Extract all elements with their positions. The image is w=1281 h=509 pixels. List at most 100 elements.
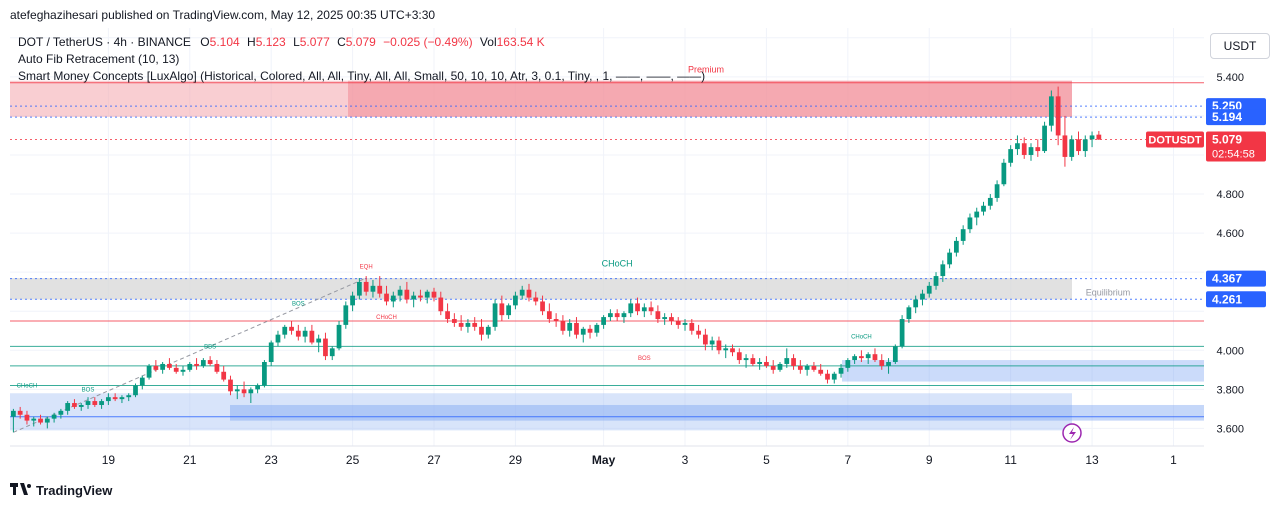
candle: [730, 344, 735, 357]
candle: [262, 360, 267, 388]
candle-body: [431, 291, 437, 298]
candle-body: [967, 217, 973, 230]
candle: [105, 393, 111, 405]
candle-body: [546, 311, 552, 320]
candle: [960, 225, 966, 245]
candle-body: [329, 348, 335, 357]
candle-body: [200, 360, 206, 366]
candle-body: [72, 403, 77, 407]
candle: [811, 362, 817, 372]
candle: [17, 406, 23, 419]
candle-body: [580, 328, 586, 335]
price-label: 5.194: [1212, 110, 1242, 124]
candle: [709, 336, 715, 351]
candle: [58, 408, 64, 419]
candle-body: [343, 305, 349, 325]
candle-body: [1076, 139, 1081, 152]
candle-body: [390, 295, 396, 302]
candle: [1082, 135, 1088, 157]
candle-body: [316, 338, 322, 343]
candle-body: [65, 403, 71, 411]
candle: [38, 414, 43, 425]
candle-body: [173, 367, 179, 372]
candle-body: [655, 311, 661, 320]
candle: [139, 375, 145, 390]
candle-body: [608, 313, 613, 318]
candle: [574, 317, 579, 339]
candle: [974, 207, 980, 226]
candle: [187, 362, 193, 372]
candle: [1001, 158, 1007, 187]
candle-body: [17, 410, 23, 415]
candle: [764, 356, 769, 368]
candle: [831, 371, 837, 384]
candle: [567, 319, 573, 337]
symbol-tag-bg: [1146, 131, 1204, 148]
candle: [221, 365, 227, 382]
candle: [838, 363, 844, 378]
candle: [662, 313, 668, 325]
candle: [160, 362, 166, 374]
candle: [736, 348, 742, 364]
candle: [99, 399, 104, 409]
price-label-bg: [1206, 109, 1266, 126]
candle: [234, 385, 240, 400]
candle-body: [784, 358, 790, 364]
candle-body: [451, 319, 457, 323]
x-tick-label: 5: [763, 453, 770, 467]
candle-body: [750, 358, 756, 364]
candle-body: [804, 365, 810, 370]
candle: [228, 375, 233, 396]
candle: [621, 311, 627, 323]
candle-body: [1089, 135, 1095, 140]
price-label: 5.079: [1212, 133, 1242, 147]
legend-open-value: 5.104: [209, 35, 240, 49]
candle: [194, 358, 199, 370]
candle-body: [933, 276, 939, 286]
candle: [994, 180, 1000, 202]
candle: [872, 348, 878, 363]
candle-body: [987, 197, 993, 206]
candle: [608, 309, 613, 321]
candle: [479, 319, 484, 341]
candle: [940, 260, 946, 282]
candle-body: [764, 362, 769, 366]
candle: [126, 393, 132, 402]
candle: [397, 285, 403, 302]
candle: [513, 291, 518, 310]
candle: [981, 201, 986, 216]
x-tick-label: 9: [926, 453, 933, 467]
smc-label: BOS: [638, 356, 651, 362]
candle-body: [58, 410, 64, 415]
candle: [580, 326, 586, 343]
candle-body: [872, 354, 878, 361]
candle-body: [112, 397, 118, 400]
candle: [641, 303, 647, 318]
candle-body: [926, 285, 932, 294]
candle-body: [757, 362, 763, 364]
candle: [424, 289, 430, 304]
candle-body: [594, 324, 600, 333]
x-tick-label: 7: [844, 453, 851, 467]
candle: [852, 354, 857, 364]
candle-body: [268, 342, 274, 363]
candle-body: [1008, 149, 1014, 163]
candle: [1042, 121, 1047, 154]
zone-label: Premium: [688, 65, 724, 75]
x-tick-label: 27: [427, 453, 441, 467]
candle: [560, 315, 566, 335]
candle: [350, 291, 355, 312]
legend-close-value: 5.079: [345, 35, 376, 49]
candle: [289, 320, 294, 335]
indicator-smc[interactable]: Smart Money Concepts [LuxAlgo] (Historic…: [18, 69, 706, 83]
tradingview-logo[interactable]: TradingView: [10, 483, 112, 498]
candle-body: [859, 356, 864, 359]
candle-body: [1021, 143, 1027, 155]
indicator-fib[interactable]: Auto Fib Retracement (10, 13): [18, 52, 180, 66]
currency-button[interactable]: USDT: [1210, 33, 1270, 59]
candle: [675, 317, 681, 329]
candle-body: [709, 340, 715, 345]
tradingview-logo-text: TradingView: [36, 483, 113, 498]
candle-body: [906, 307, 912, 320]
